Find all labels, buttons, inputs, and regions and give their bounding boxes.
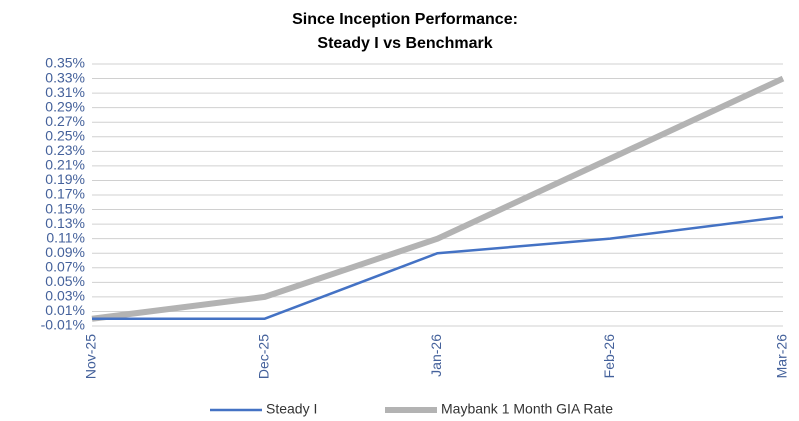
y-tick-label: 0.03% (45, 288, 85, 304)
y-tick-label: 0.09% (45, 244, 85, 260)
legend-label: Steady I (266, 401, 317, 417)
y-tick-label: 0.17% (45, 186, 85, 202)
y-tick-label: 0.33% (45, 69, 85, 85)
y-tick-label: 0.21% (45, 157, 85, 173)
y-tick-label: 0.19% (45, 171, 85, 187)
y-tick-label: -0.01% (41, 317, 85, 333)
y-tick-label: 0.07% (45, 258, 85, 274)
y-tick-label: 0.35% (45, 55, 85, 71)
x-tick-label: Jan-26 (428, 334, 444, 377)
x-tick-label: Dec-25 (255, 334, 271, 379)
series-line (92, 215, 784, 320)
x-tick-label: Feb-26 (601, 334, 617, 379)
chart-title: Since Inception Performance: (292, 11, 518, 28)
y-tick-label: 0.11% (46, 229, 85, 245)
y-tick-label: 0.13% (45, 215, 85, 231)
y-tick-label: 0.01% (45, 302, 85, 318)
y-tick-label: 0.23% (45, 142, 85, 158)
legend-label: Maybank 1 Month GIA Rate (441, 401, 613, 417)
chart-title: Steady I vs Benchmark (317, 35, 492, 52)
y-tick-label: 0.29% (45, 98, 85, 114)
y-tick-label: 0.25% (45, 127, 85, 143)
y-tick-label: 0.27% (45, 113, 85, 129)
series-line (91, 75, 785, 322)
x-tick-label: Nov-25 (83, 334, 99, 379)
x-tick-label: Mar-26 (774, 334, 790, 379)
y-tick-label: 0.05% (45, 273, 85, 289)
y-tick-label: 0.15% (45, 200, 85, 216)
y-tick-label: 0.31% (45, 84, 85, 100)
